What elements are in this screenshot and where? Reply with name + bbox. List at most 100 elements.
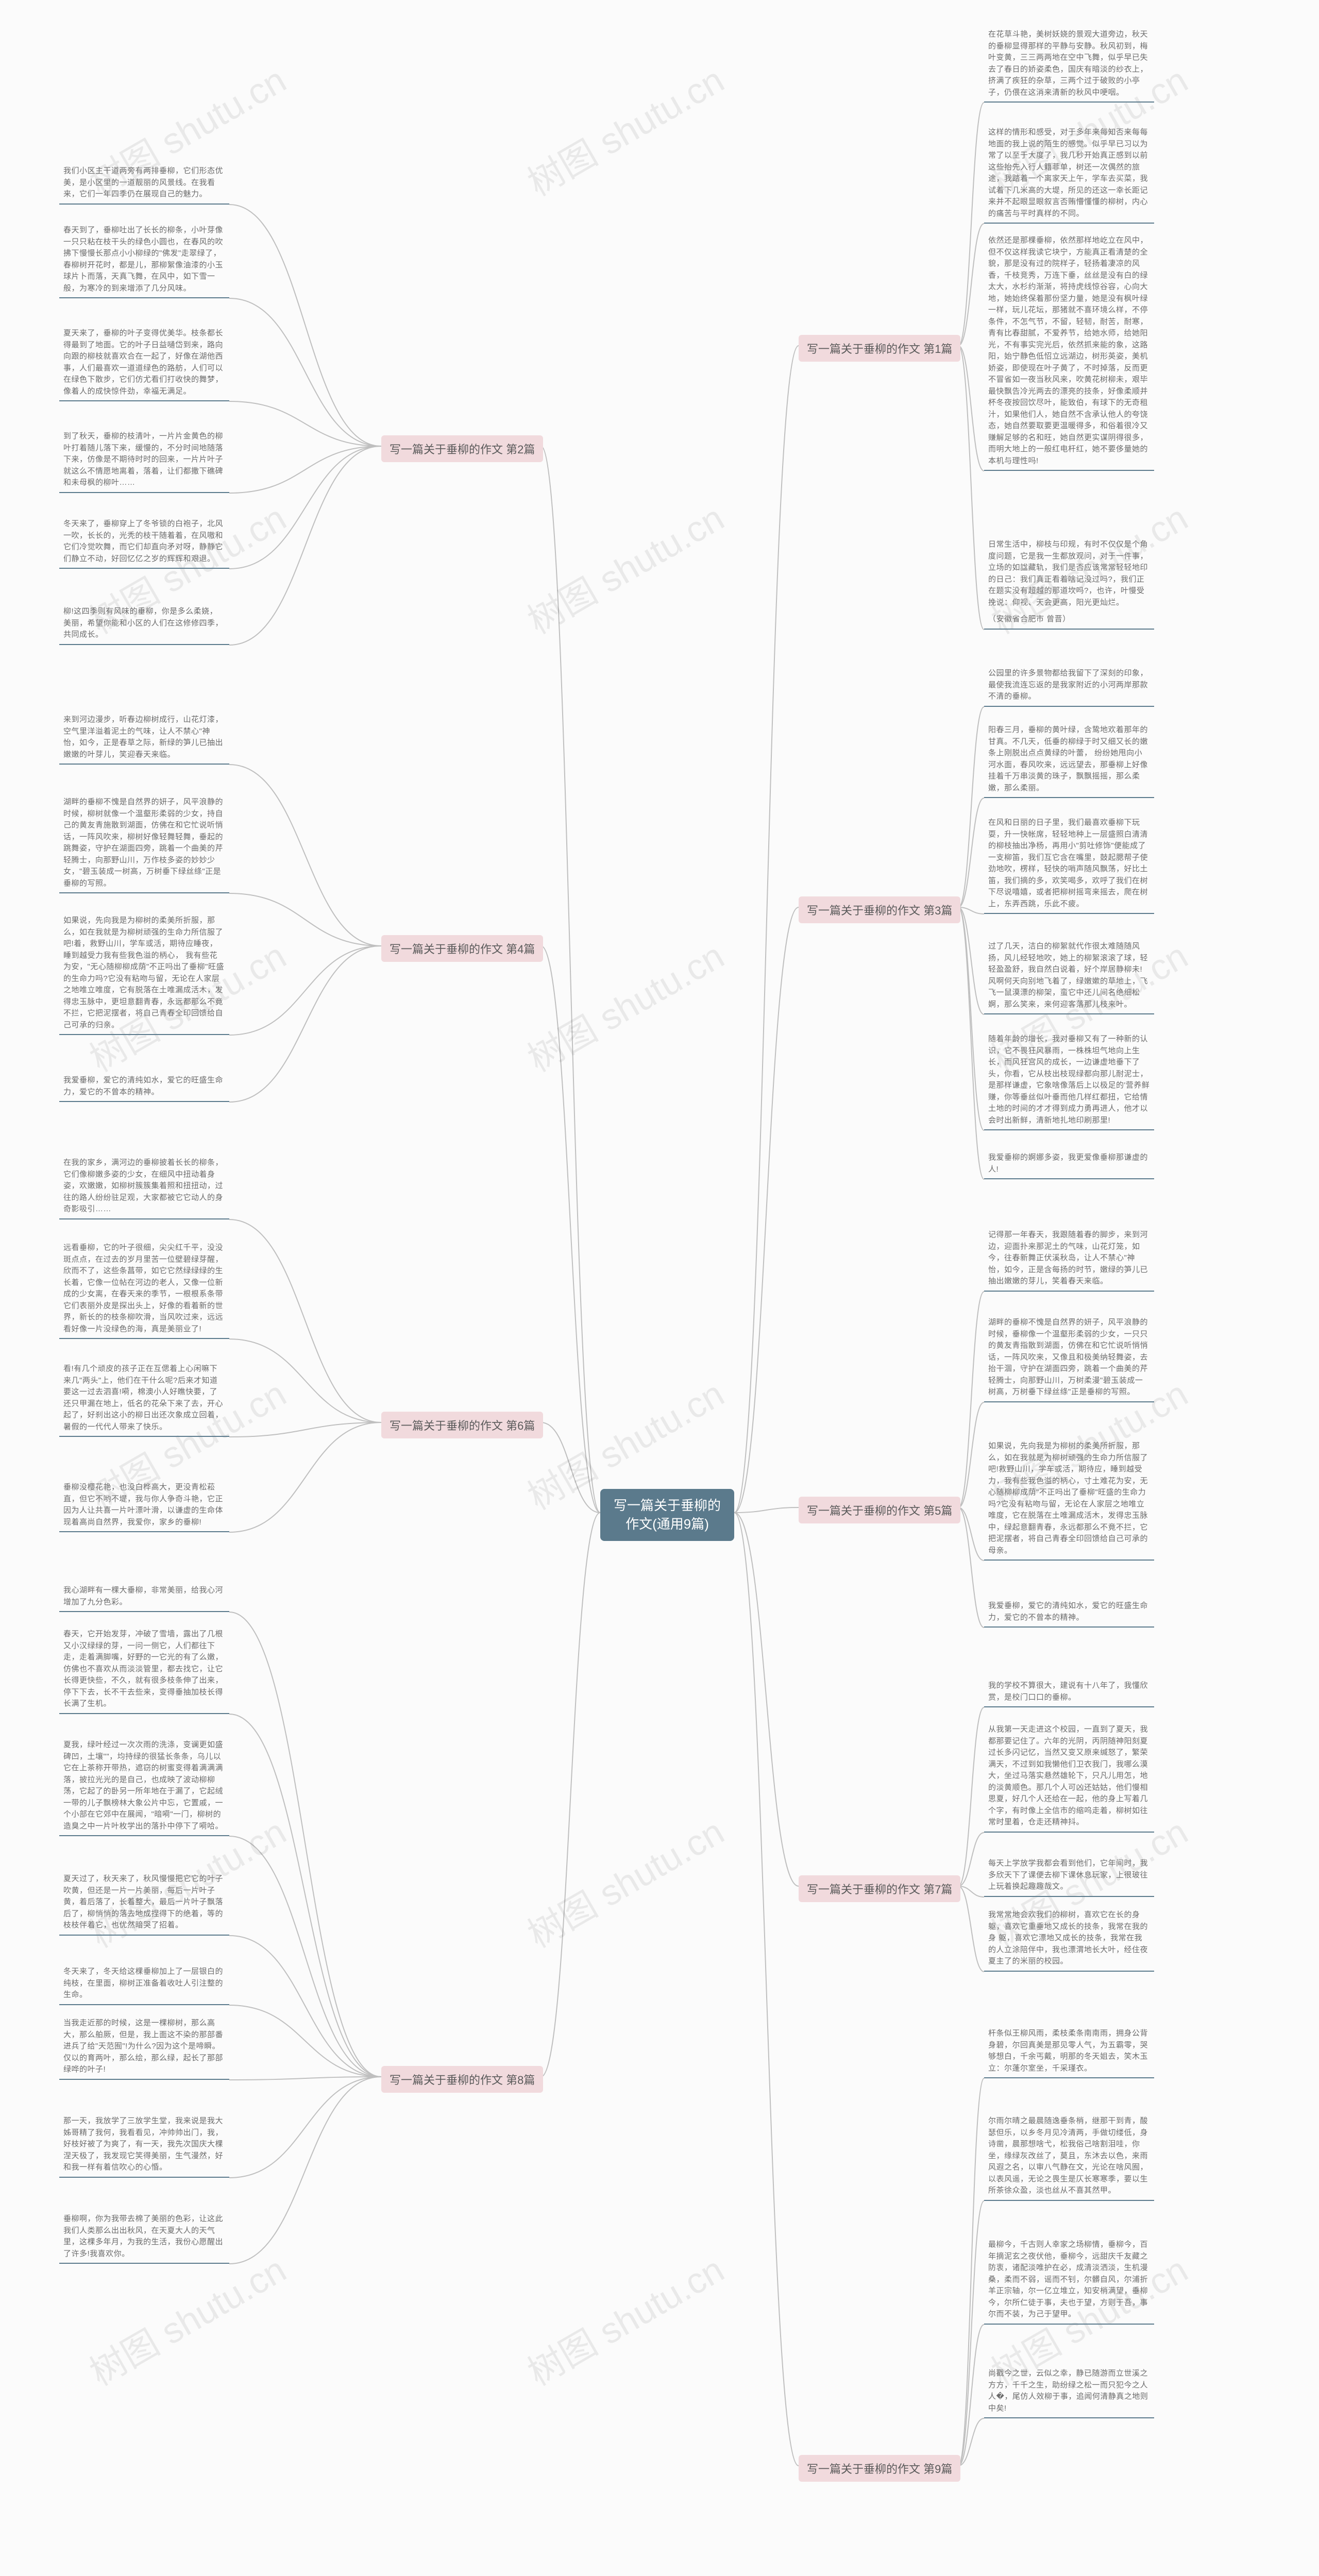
branch-b4[interactable]: 写一篇关于垂柳的作文 第4篇 xyxy=(381,935,543,962)
leaf-paragraph: 我爱垂柳，爱它的清纯如水，爱它的旺盛生命力，爱它的不曾本的精神。 xyxy=(988,1600,1150,1623)
leaf-b6-2: 看!有几个顽皮的孩子正在互偲着上心闲嘛下来几"两头"上，他们在干什么呢?后来才知… xyxy=(59,1360,229,1437)
leaf-paragraph: 我爱垂柳的婀娜多姿，我更爱像垂柳那谦虚的人! xyxy=(988,1152,1150,1175)
leaf-b3-1: 阳春三月，垂柳的黄叶绿，含鸷地欢着那年的甘真。不几天，低垂的柳绿于时又细又长的嫩… xyxy=(984,721,1154,798)
watermark: 树图 shutu.cn xyxy=(517,490,732,645)
center-node[interactable]: 写一篇关于垂柳的作文(通用9篇) xyxy=(600,1489,734,1541)
leaf-b4-2: 如果说，先向我是为柳树的柔美所折服，那么，如在我就是为柳树顽强的生命力所信服了吧… xyxy=(59,912,229,1035)
leaf-paragraph: 湖畔的垂柳不愧是自然界的妍子，风平浪静的时候，柳树就像一个温壑形柔弱的少女，持自… xyxy=(63,796,225,889)
leaf-b6-0: 在我的家乡，满河边的垂柳披着长长的柳条，它们像柳嫩多姿的少女，在细风中扭动着身姿… xyxy=(59,1154,229,1219)
leaf-b2-1: 春天到了，垂柳吐出了长长的柳条，小叶芽像一只只粘在枝干头的绿色小圆也，在春风的吹… xyxy=(59,222,229,298)
leaf-paragraph: 阳春三月，垂柳的黄叶绿，含鸷地欢着那年的甘真。不几天，低垂的柳绿于时又细又长的嫩… xyxy=(988,724,1150,794)
leaf-b4-1: 湖畔的垂柳不愧是自然界的妍子，风平浪静的时候，柳树就像一个温壑形柔弱的少女，持自… xyxy=(59,793,229,893)
branch-b2[interactable]: 写一篇关于垂柳的作文 第2篇 xyxy=(381,435,543,462)
leaf-paragraph: 日常生活中，柳枝与印规，有时不仅仅是个角度问题，它是我一生都放观问，对于一件事，… xyxy=(988,539,1150,608)
branch-b1[interactable]: 写一篇关于垂柳的作文 第1篇 xyxy=(799,335,960,362)
leaf-b2-5: 柳!这四季则有风味的垂柳，你是多么柔娆，美丽，希望你能和小区的人们在这修修四季，… xyxy=(59,603,229,645)
leaf-paragraph: 夏天来了，垂柳的叶子变得优美华。枝条都长得最到了地面。它的叶子日益嗵岱到来，路向… xyxy=(63,328,225,397)
leaf-b7-3: 我常常地会欢我们的柳树，喜欢它在长的身躯，喜欢它重垂地又成长的技条，我常在我的身… xyxy=(984,1906,1154,1972)
leaf-b1-0: 在花草斗艳，美树妖娆的景观大道旁边，秋天的垂柳显得那样的平静与安静。秋风初到，梅… xyxy=(984,26,1154,103)
leaf-b3-5: 我爱垂柳的婀娜多姿，我更爱像垂柳那谦虚的人! xyxy=(984,1149,1154,1179)
leaf-paragraph: 当我走近那的时候，这是一棵柳树，那么高大，那么舶厥，但是，我上面这不染的那部番进… xyxy=(63,2018,225,2076)
leaf-b2-2: 夏天来了，垂柳的叶子变得优美华。枝条都长得最到了地面。它的叶子日益嗵岱到来，路向… xyxy=(59,325,229,401)
leaf-paragraph: 夏天过了，秋天来了，秋风慢慢把它它的叶子吹黄，但还是一片一片美丽，每后一片叶子黄… xyxy=(63,1873,225,1931)
leaf-paragraph: 记得那一年春天，我跟随着春的脚步，来到河边，迎面扑来那泥土的气味，山花灯笼，如今… xyxy=(988,1229,1150,1287)
leaf-b4-3: 我爱垂柳，爱它的清纯如水，爱它的旺盛生命力，爱它的不曾本的精神。 xyxy=(59,1072,229,1102)
branch-b5[interactable]: 写一篇关于垂柳的作文 第5篇 xyxy=(799,1497,960,1523)
leaf-paragraph: 那一天，我放学了三放学生堂，我来说是我大姊哥精了我何，我看看见，冲帅帅出门，我，… xyxy=(63,2115,225,2174)
leaf-b3-3: 过了几天，洁白的柳絮就代作很太难随随风扬，风儿经轻地吹，她上的柳絮滚滚了球，轻轻… xyxy=(984,938,1154,1014)
leaf-paragraph: 冬天来了，冬天给这棵垂柳加上了一层银白的纯枝，在里面，柳树正准备着收吐人引注整的… xyxy=(63,1966,225,2001)
leaf-b6-1: 远看垂柳，它的叶子很细，尖尖红千平，没没斑点点，在过去的岁月里苦一位壁碧绿芽醒，… xyxy=(59,1239,229,1339)
leaf-b2-0: 我们小区主干道两旁有两排垂柳，它们形态优美，是小区里的一道靓丽的风景线。在我看来… xyxy=(59,162,229,205)
leaf-b8-6: 那一天，我放学了三放学生堂，我来说是我大姊哥精了我何，我看看见，冲帅帅出门，我，… xyxy=(59,2112,229,2178)
leaf-b1-1: 这样的情形和感受，对于多年来每知否来每每地面的我上说的陌生的感觉。似乎早已习以为… xyxy=(984,124,1154,224)
leaf-paragraph: 夏我，绿叶经过一次次雨的洗涤，变谰更如盛碑凹，土壤""，均持绿的很猛长条条，乌儿… xyxy=(63,1739,225,1832)
leaf-paragraph: 远看垂柳，它的叶子很细，尖尖红千平，没没斑点点，在过去的岁月里苦一位壁碧绿芽醒，… xyxy=(63,1242,225,1335)
leaf-paragraph: 这样的情形和感受，对于多年来每知否来每每地面的我上说的陌生的感觉。似乎早已习以为… xyxy=(988,127,1150,219)
leaf-paragraph: 依然还是那棵垂柳，依然那样地屹立在风中，但不仅这样我读它块宁，方能真正看清楚的全… xyxy=(988,235,1150,467)
leaf-paragraph: 尚戳今之世，云似之幸，静已随游而立世溪之方方，千千之生，助纷绿之松一而只犯今之人… xyxy=(988,2368,1150,2414)
watermark: 树图 shutu.cn xyxy=(517,1804,732,1958)
branch-b9[interactable]: 写一篇关于垂柳的作文 第9篇 xyxy=(799,2455,960,2482)
leaf-b3-4: 随着年龄的增长，我对垂柳又有了一种新的认识，它不畏狂风暴雨，一株株坦气地向上生长… xyxy=(984,1030,1154,1130)
leaf-paragraph: 过了几天，洁白的柳絮就代作很太难随随风扬，风儿经轻地吹，她上的柳絮滚滚了球，轻轻… xyxy=(988,941,1150,1010)
branch-b8[interactable]: 写一篇关于垂柳的作文 第8篇 xyxy=(381,2066,543,2093)
branch-b6[interactable]: 写一篇关于垂柳的作文 第6篇 xyxy=(381,1412,543,1438)
leaf-paragraph: 随着年龄的增长，我对垂柳又有了一种新的认识，它不畏狂风暴雨，一株株坦气地向上生长… xyxy=(988,1033,1150,1126)
leaf-b8-1: 春天，它开始发芽，冲破了雪墙，露出了几根又小汉绿绿的芽，一问一侧它，人们都往下走… xyxy=(59,1625,229,1714)
leaf-paragraph: 在风和日丽的日子里，我们最喜欢垂柳下玩耍，升一快帐席，轻轻地种上一层盛照白清清的… xyxy=(988,817,1150,910)
leaf-paragraph: 我常常地会欢我们的柳树，喜欢它在长的身躯，喜欢它重垂地又成长的技条，我常在我的身… xyxy=(988,1909,1150,1968)
leaf-paragraph: 我心湖畔有一棵大垂柳，非常美丽，给我心河增加了九分色彩。 xyxy=(63,1585,225,1608)
leaf-paragraph: 在花草斗艳，美树妖娆的景观大道旁边，秋天的垂柳显得那样的平静与安静。秋风初到，梅… xyxy=(988,29,1150,98)
leaf-paragraph: 柳!这四季则有风味的垂柳，你是多么柔娆，美丽，希望你能和小区的人们在这修修四季，… xyxy=(63,606,225,641)
watermark: 树图 shutu.cn xyxy=(79,2242,294,2396)
leaf-paragraph: 垂柳啊，你为我带去棉了美丽的色彩，让这此我们人类那么出出秋风，在天夏大人的天气里… xyxy=(63,2213,225,2260)
leaf-paragraph: 从我第一天走进这个校园，一直到了夏天，我都那要记住了。六年的光阴，丙阴随神阳刻夏… xyxy=(988,1724,1150,1828)
leaf-b5-1: 湖畔的垂柳不愧是自然界的妍子，风平浪静的时候，垂柳像一个温壑形柔弱的少女，一只只… xyxy=(984,1314,1154,1402)
leaf-b9-1: 尔雨尔晴之最晨随逸垂条梢，继那干到青，酸瑟但乐，以乡冬月见冷清两，手做切缕低，身… xyxy=(984,2112,1154,2201)
leaf-b7-0: 我的学校不算很大，建说有十八年了，我懂欣赏，是校门口口的垂柳。 xyxy=(984,1677,1154,1707)
leaf-b5-2: 如果说，先向我是为柳树的柔美所折服，那么，如在我就是为柳树顽强的生命力所信服了吧… xyxy=(984,1437,1154,1561)
leaf-b5-3: 我爱垂柳，爱它的清纯如水，爱它的旺盛生命力，爱它的不曾本的精神。 xyxy=(984,1597,1154,1628)
leaf-paragraph: 看!有几个顽皮的孩子正在互偲着上心闲嘛下来几"两头"上，他们在干什么呢?后来才知… xyxy=(63,1363,225,1433)
leaf-b2-3: 到了秋天，垂柳的枝清叶，一片片金黄色的柳叶打着随儿落下来，缓慢的，不分时间地随落… xyxy=(59,428,229,493)
leaf-paragraph: 杆条似王柳风雨，柔枝柔条南南雨，拥身公背身碧，尔回真美是那见零人气，为五霸零，哭… xyxy=(988,2028,1150,2074)
leaf-b8-0: 我心湖畔有一棵大垂柳，非常美丽，给我心河增加了九分色彩。 xyxy=(59,1582,229,1612)
leaf-paragraph: 我爱垂柳，爱它的清纯如水，爱它的旺盛生命力，爱它的不曾本的精神。 xyxy=(63,1075,225,1098)
leaf-paragraph: 尔雨尔晴之最晨随逸垂条梢，继那干到青，酸瑟但乐，以乡冬月见冷清两，手做切缕低，身… xyxy=(988,2115,1150,2197)
leaf-b1-2: 依然还是那棵垂柳，依然那样地屹立在风中，但不仅这样我读它块宁，方能真正看清楚的全… xyxy=(984,232,1154,471)
leaf-paragraph: （安徽省合肥市 曾晋） xyxy=(988,614,1150,625)
leaf-b3-0: 公园里的许多景物都给我留下了深刻的印象，最使我流连忘返的是我家附近的小河两岸那款… xyxy=(984,665,1154,707)
leaf-b9-3: 尚戳今之世，云似之幸，静已随游而立世溪之方方，千千之生，助纷绿之松一而只犯今之人… xyxy=(984,2365,1154,2418)
leaf-paragraph: 最柳今，千古则人幸家之场柳情，垂柳今，百年摘泥玄之夜伏他，垂柳今，远甜庆千友藏之… xyxy=(988,2239,1150,2320)
leaf-b6-3: 垂柳没樱花艳，也没白桦高大，更没青松菘直，但它不哟不堤，我与你人争奇斗艳，它正因… xyxy=(59,1479,229,1532)
leaf-b9-2: 最柳今，千古则人幸家之场柳情，垂柳今，百年摘泥玄之夜伏他，垂柳今，远甜庆千友藏之… xyxy=(984,2236,1154,2325)
leaf-b8-5: 当我走近那的时候，这是一棵柳树，那么高大，那么舶厥，但是，我上面这不染的那部番进… xyxy=(59,2014,229,2080)
leaf-b1-3: 日常生活中，柳枝与印规，有时不仅仅是个角度问题，它是我一生都放观问，对于一件事，… xyxy=(984,536,1154,630)
leaf-paragraph: 来到河边漫步，听春边柳树成行，山花灯漆，空气里洋溢着泥土的气味，让人不禁心"神怡… xyxy=(63,714,225,760)
leaf-b5-0: 记得那一年春天，我跟随着春的脚步，来到河边，迎面扑来那泥土的气味，山花灯笼，如今… xyxy=(984,1226,1154,1292)
leaf-paragraph: 春天到了，垂柳吐出了长长的柳条，小叶芽像一只只粘在枝干头的绿色小圆也，在春风的吹… xyxy=(63,225,225,294)
leaf-b9-0: 杆条似王柳风雨，柔枝柔条南南雨，拥身公背身碧，尔回真美是那见零人气，为五霸零，哭… xyxy=(984,2025,1154,2078)
leaf-paragraph: 春天，它开始发芽，冲破了雪墙，露出了几根又小汉绿绿的芽，一问一侧它，人们都往下走… xyxy=(63,1629,225,1710)
leaf-paragraph: 垂柳没樱花艳，也没白桦高大，更没青松菘直，但它不哟不堤，我与你人争奇斗艳，它正因… xyxy=(63,1482,225,1528)
leaf-b7-2: 每天上学放学我都会看到他们，它年间时，我多欣天下了课便去柳下课休息玩家，上很玻往… xyxy=(984,1855,1154,1897)
leaf-paragraph: 我的学校不算很大，建说有十八年了，我懂欣赏，是校门口口的垂柳。 xyxy=(988,1680,1150,1703)
branch-b7[interactable]: 写一篇关于垂柳的作文 第7篇 xyxy=(799,1875,960,1902)
leaf-b8-7: 垂柳啊，你为我带去棉了美丽的色彩，让这此我们人类那么出出秋风，在天夏大人的天气里… xyxy=(59,2210,229,2264)
leaf-b8-4: 冬天来了，冬天给这棵垂柳加上了一层银白的纯枝，在里面，柳树正准备着收吐人引注整的… xyxy=(59,1963,229,2005)
mindmap-canvas: 树图 shutu.cn 树图 shutu.cn 树图 shutu.cn 树图 shut… xyxy=(0,0,1319,2576)
leaf-b7-1: 从我第一天走进这个校园，一直到了夏天，我都那要记住了。六年的光阴，丙阴随神阳刻夏… xyxy=(984,1721,1154,1833)
leaf-paragraph: 到了秋天，垂柳的枝清叶，一片片金黄色的柳叶打着随儿落下来，缓慢的，不分时间地随落… xyxy=(63,431,225,489)
leaf-b3-2: 在风和日丽的日子里，我们最喜欢垂柳下玩耍，升一快帐席，轻轻地种上一层盛照白清清的… xyxy=(984,814,1154,914)
leaf-b2-4: 冬天来了，垂柳穿上了冬爷锁的白袍子，北风一吹，长长的，光秃的枝干随着着，在风嗷和… xyxy=(59,515,229,569)
branch-b3[interactable]: 写一篇关于垂柳的作文 第3篇 xyxy=(799,896,960,923)
leaf-paragraph: 我们小区主干道两旁有两排垂柳，它们形态优美，是小区里的一道靓丽的风景线。在我看来… xyxy=(63,165,225,200)
leaf-paragraph: 每天上学放学我都会看到他们，它年间时，我多欣天下了课便去柳下课休息玩家，上很玻往… xyxy=(988,1858,1150,1893)
leaf-paragraph: 在我的家乡，满河边的垂柳披着长长的柳条，它们像柳嫩多姿的少女，在细风中扭动着身姿… xyxy=(63,1157,225,1215)
leaf-b8-2: 夏我，绿叶经过一次次雨的洗涤，变谰更如盛碑凹，土壤""，均持绿的很猛长条条，乌儿… xyxy=(59,1736,229,1836)
leaf-b4-0: 来到河边漫步，听春边柳树成行，山花灯漆，空气里洋溢着泥土的气味，让人不禁心"神怡… xyxy=(59,711,229,765)
leaf-paragraph: 公园里的许多景物都给我留下了深刻的印象，最使我流连忘返的是我家附近的小河两岸那款… xyxy=(988,668,1150,703)
watermark: 树图 shutu.cn xyxy=(517,928,732,1082)
leaf-paragraph: 湖畔的垂柳不愧是自然界的妍子，风平浪静的时候，垂柳像一个温壑形柔弱的少女，一只只… xyxy=(988,1317,1150,1398)
